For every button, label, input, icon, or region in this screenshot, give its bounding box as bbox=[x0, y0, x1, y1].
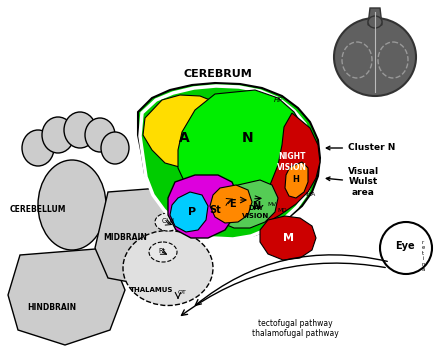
Polygon shape bbox=[212, 180, 278, 228]
Polygon shape bbox=[143, 95, 222, 168]
Text: N: N bbox=[252, 201, 260, 211]
Text: E: E bbox=[229, 199, 235, 209]
Text: DAY
VISION: DAY VISION bbox=[242, 205, 270, 219]
Text: HF: HF bbox=[273, 97, 282, 103]
Text: thalamofugal pathway: thalamofugal pathway bbox=[252, 329, 338, 338]
Polygon shape bbox=[140, 86, 315, 239]
Polygon shape bbox=[8, 248, 125, 345]
Text: MD: MD bbox=[277, 207, 287, 212]
Text: A: A bbox=[179, 131, 189, 145]
Ellipse shape bbox=[149, 242, 177, 262]
Text: IHA: IHA bbox=[305, 192, 315, 198]
Text: P: P bbox=[188, 207, 196, 217]
Text: St: St bbox=[209, 205, 221, 215]
Ellipse shape bbox=[334, 18, 416, 96]
Polygon shape bbox=[95, 188, 172, 285]
Text: THALAMUS: THALAMUS bbox=[130, 287, 174, 293]
Text: CEREBELLUM: CEREBELLUM bbox=[10, 205, 66, 214]
Ellipse shape bbox=[64, 112, 96, 148]
Text: CEREBRUM: CEREBRUM bbox=[183, 69, 253, 79]
Ellipse shape bbox=[38, 160, 106, 250]
Polygon shape bbox=[210, 185, 252, 223]
Text: H: H bbox=[293, 176, 300, 185]
Ellipse shape bbox=[101, 132, 129, 164]
Polygon shape bbox=[260, 216, 316, 260]
Text: GLd: GLd bbox=[161, 218, 175, 224]
Text: N: N bbox=[242, 131, 254, 145]
Ellipse shape bbox=[368, 16, 382, 28]
Polygon shape bbox=[262, 113, 320, 222]
Text: MIDBRAIN: MIDBRAIN bbox=[103, 233, 147, 243]
Polygon shape bbox=[138, 83, 320, 238]
Text: Cluster N: Cluster N bbox=[326, 144, 396, 152]
Text: NIGHT
VISION: NIGHT VISION bbox=[277, 152, 307, 172]
Ellipse shape bbox=[123, 231, 213, 305]
Polygon shape bbox=[285, 162, 308, 198]
Text: Eye: Eye bbox=[395, 241, 415, 251]
Text: Rt: Rt bbox=[158, 248, 165, 254]
Ellipse shape bbox=[22, 130, 54, 166]
Text: OT: OT bbox=[178, 291, 187, 296]
Polygon shape bbox=[178, 90, 308, 203]
Ellipse shape bbox=[42, 117, 74, 153]
Polygon shape bbox=[368, 8, 382, 25]
Text: MV: MV bbox=[268, 203, 277, 207]
Ellipse shape bbox=[155, 213, 181, 231]
Text: Visual
Wulst
area: Visual Wulst area bbox=[326, 167, 379, 197]
Circle shape bbox=[380, 222, 432, 274]
Text: tectofugal pathway: tectofugal pathway bbox=[258, 318, 332, 327]
Polygon shape bbox=[168, 175, 238, 238]
Text: r
e
t
i
n
a: r e t i n a bbox=[422, 240, 425, 272]
Ellipse shape bbox=[85, 118, 115, 152]
Polygon shape bbox=[170, 192, 208, 232]
Text: HINDBRAIN: HINDBRAIN bbox=[27, 304, 77, 312]
Text: M: M bbox=[282, 233, 293, 243]
